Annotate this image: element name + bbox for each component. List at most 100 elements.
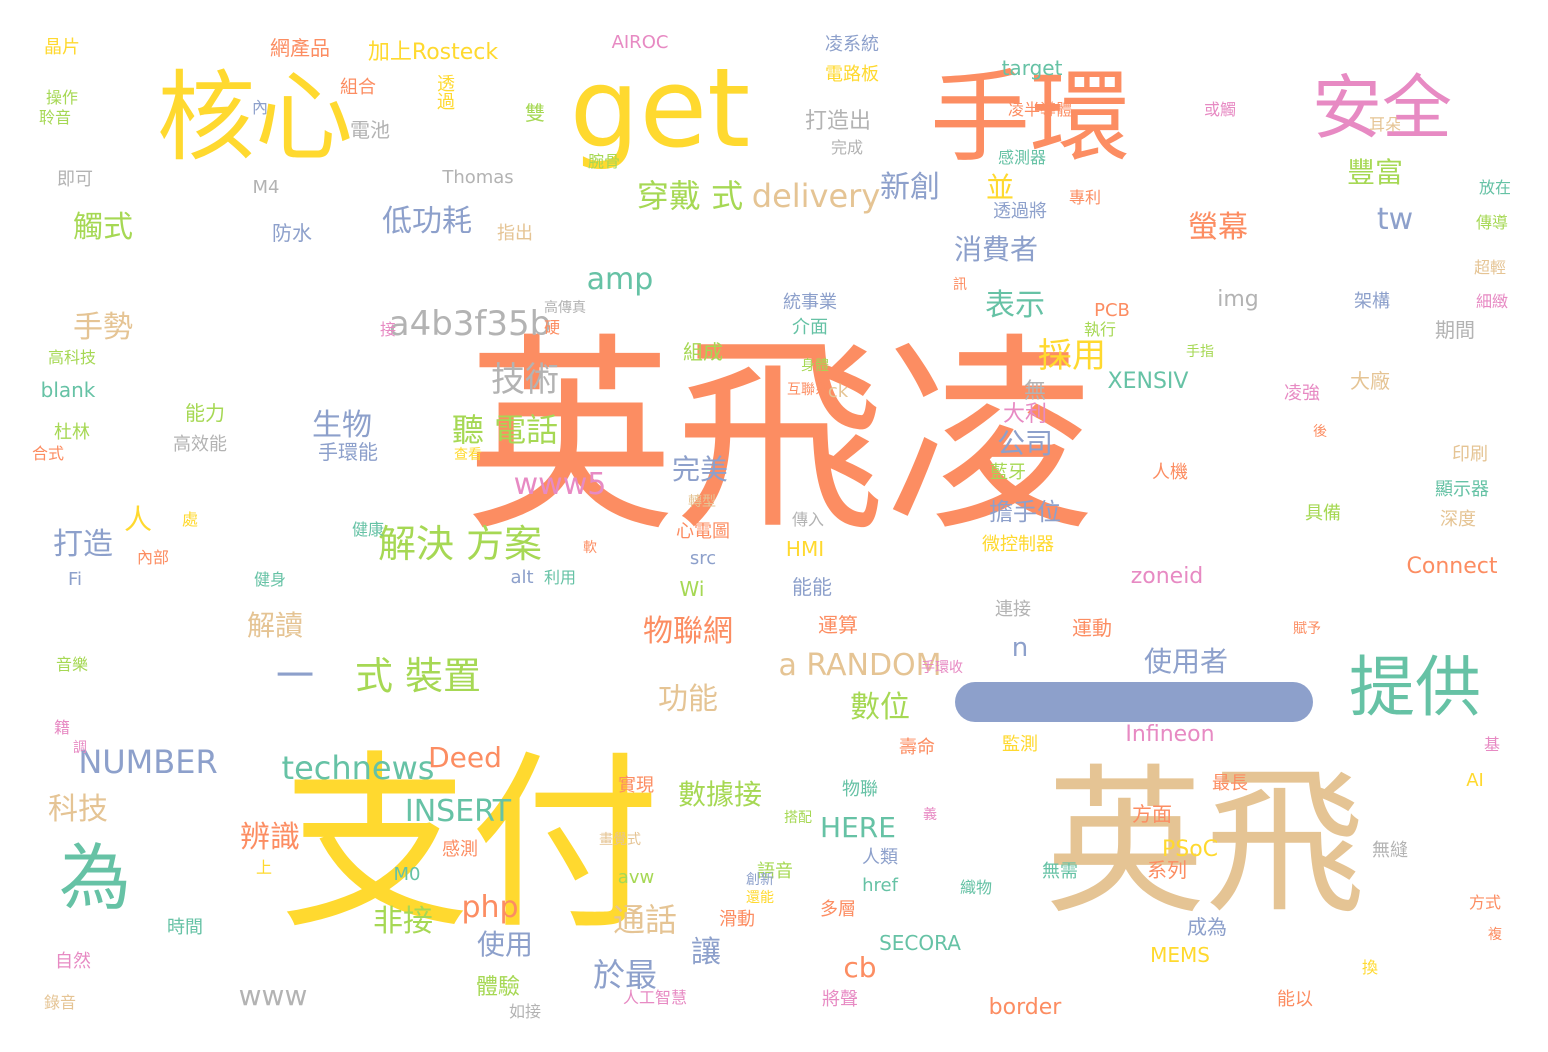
word: 操作 <box>45 88 79 107</box>
word-dash <box>955 682 1313 722</box>
word: 解讀 <box>246 609 304 642</box>
word: 心電圖 <box>676 521 730 542</box>
word: 指出 <box>497 223 533 244</box>
word: 音樂 <box>55 655 89 674</box>
word: www <box>238 979 308 1012</box>
word: Fi <box>67 569 83 590</box>
word: tw <box>1376 202 1414 237</box>
word: 感測 <box>442 839 478 860</box>
word: 印刷 <box>1452 444 1488 465</box>
word: 網產品 <box>270 36 330 60</box>
word: 人工智慧 <box>622 988 688 1007</box>
word: 完美 <box>671 453 729 486</box>
word: 健康 <box>351 520 385 539</box>
word: 使用者 <box>1143 645 1229 678</box>
word: 於最 <box>592 956 658 994</box>
word: 消費者 <box>953 233 1039 266</box>
word: Infineon <box>1125 722 1215 747</box>
word: 織物 <box>959 878 993 897</box>
word: 滑動 <box>719 909 755 930</box>
word: 打造出 <box>804 109 872 134</box>
word: 手環 <box>930 59 1130 176</box>
word: 大廠 <box>1350 369 1390 393</box>
word: border <box>988 995 1062 1020</box>
word: blank <box>40 378 96 402</box>
word: 凌半導體 <box>1007 100 1073 119</box>
word: 硬 <box>543 318 561 337</box>
word: 換 <box>1361 958 1379 977</box>
word: 數據接 <box>677 778 763 811</box>
word: 晶片 <box>44 37 80 58</box>
word: 查看 <box>454 447 482 463</box>
word: SECORA <box>879 931 961 955</box>
word: 電池 <box>350 118 390 142</box>
word: 複 <box>1488 927 1502 943</box>
word: 傳導 <box>1475 213 1509 232</box>
word: technews <box>281 749 435 787</box>
word: 能能 <box>792 575 832 599</box>
word: 電路板 <box>825 64 879 85</box>
word: alt <box>510 567 534 588</box>
word: 最長 <box>1212 773 1248 794</box>
word: 壽命 <box>899 737 935 758</box>
word: 防水 <box>272 221 312 245</box>
word: 基 <box>1483 735 1501 754</box>
word: a RANDOM <box>778 648 942 683</box>
word: 架構 <box>1354 291 1390 312</box>
word: 數位 <box>850 690 910 725</box>
word: 後 <box>1313 424 1327 440</box>
word: 身體 <box>801 358 829 374</box>
word: 聆音 <box>38 108 72 127</box>
word: 聽 電話 <box>451 411 559 449</box>
word: 低功耗 <box>382 204 472 239</box>
word: 期間 <box>1435 318 1475 342</box>
word: 成為 <box>1187 915 1227 939</box>
word: 監測 <box>1002 734 1038 755</box>
word: 合式 <box>31 444 65 463</box>
word: 藍牙 <box>990 462 1026 483</box>
word: 人類 <box>862 847 898 868</box>
word: 畫覺式 <box>599 832 641 848</box>
word: www5 <box>513 467 607 502</box>
word: 腕骨 <box>587 152 621 171</box>
word: 通話 <box>612 901 678 939</box>
word: 將聲 <box>822 989 858 1010</box>
word: Deed <box>428 741 502 774</box>
word: 自然 <box>55 951 91 972</box>
word: 提供 <box>1349 649 1481 726</box>
word: 加上Rosteck <box>367 40 499 65</box>
word: 傳入 <box>791 510 825 529</box>
word: 大利 <box>1002 402 1048 427</box>
word: 使用 <box>476 928 534 961</box>
word: n <box>1011 633 1029 663</box>
word: 一 <box>275 654 315 698</box>
word: target <box>1001 56 1063 80</box>
word: 手環收 <box>921 660 963 676</box>
word: 採用 <box>1038 336 1106 376</box>
word: 方面 <box>1132 802 1172 826</box>
word: 完成 <box>830 138 864 157</box>
word: 搭配 <box>784 810 812 826</box>
word: Connect <box>1406 554 1498 579</box>
word: PSoC <box>1161 837 1219 862</box>
word: 雙 <box>525 101 545 125</box>
word: 觸式 <box>73 210 133 245</box>
word: 感測器 <box>997 148 1047 167</box>
word: 無 <box>1023 379 1047 404</box>
word: 超輕 <box>1473 258 1507 277</box>
word: 具備 <box>1305 503 1341 524</box>
word: 方式 <box>1468 893 1502 912</box>
word: 手指 <box>1186 344 1214 360</box>
word: 支付 <box>279 734 661 955</box>
word: 運動 <box>1072 616 1112 640</box>
word: 健身 <box>253 570 287 589</box>
word: delivery <box>751 177 881 215</box>
word: ck <box>827 381 849 402</box>
word: Thomas <box>442 167 514 188</box>
word: 多層 <box>820 899 856 920</box>
word: cb <box>843 951 877 984</box>
word: 連接 <box>995 599 1031 620</box>
word: 運算 <box>818 613 858 637</box>
word: 透過 <box>434 74 455 110</box>
